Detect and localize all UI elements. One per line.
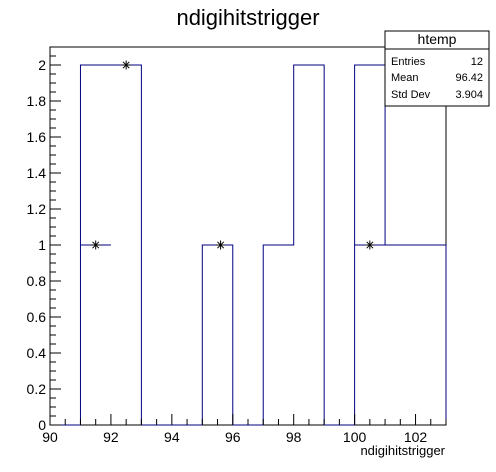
- y-tick-label: 0.8: [27, 273, 47, 289]
- y-tick-label: 1: [38, 237, 46, 253]
- y-tick-label: 1.8: [27, 93, 47, 109]
- x-tick-label: 100: [343, 429, 367, 445]
- x-axis: 90 92 94 96 98 100 102: [42, 414, 447, 445]
- x-tick-label: 96: [225, 429, 241, 445]
- chart-title: ndigihitstrigger: [176, 5, 319, 30]
- stats-entries-value: 12: [471, 56, 483, 68]
- stats-box-title: htemp: [418, 31, 457, 47]
- data-point-marker-1: [121, 60, 131, 70]
- y-tick-label: 2: [38, 57, 46, 73]
- y-tick-label: 1.6: [27, 129, 47, 145]
- stats-mean-value: 96.42: [455, 72, 483, 84]
- y-tick-label: 1.4: [27, 165, 47, 181]
- data-point-marker-0: [91, 240, 101, 250]
- stats-stddev-label: Std Dev: [391, 89, 431, 101]
- data-point-marker-2: [216, 240, 226, 250]
- data-point-marker-3: [365, 240, 375, 250]
- x-tick-label: 92: [103, 429, 119, 445]
- y-tick-label: 0.2: [27, 381, 47, 397]
- y-tick-label: 0.4: [27, 345, 47, 361]
- y-tick-label: 0: [38, 417, 46, 433]
- x-tick-label: 90: [42, 429, 58, 445]
- y-tick-label: 1.2: [27, 201, 47, 217]
- stats-stddev-value: 3.904: [455, 89, 483, 101]
- y-axis: 0 0.2 0.4 0.6 0.8 1 1.2 1.4 1.6 1.8 2: [27, 46, 61, 433]
- y-tick-label: 0.6: [27, 309, 47, 325]
- stats-box-frame: [384, 30, 490, 107]
- stats-entries-label: Entries: [391, 56, 426, 68]
- x-tick-label: 102: [404, 429, 428, 445]
- stats-box: htemp Entries 12 Mean 96.42 Std Dev 3.90…: [384, 30, 490, 107]
- marker-layer: [91, 60, 375, 250]
- x-axis-title: ndigihitstrigger: [360, 443, 445, 458]
- stats-mean-label: Mean: [391, 72, 419, 84]
- x-tick-label: 98: [286, 429, 302, 445]
- x-tick-label: 94: [164, 429, 180, 445]
